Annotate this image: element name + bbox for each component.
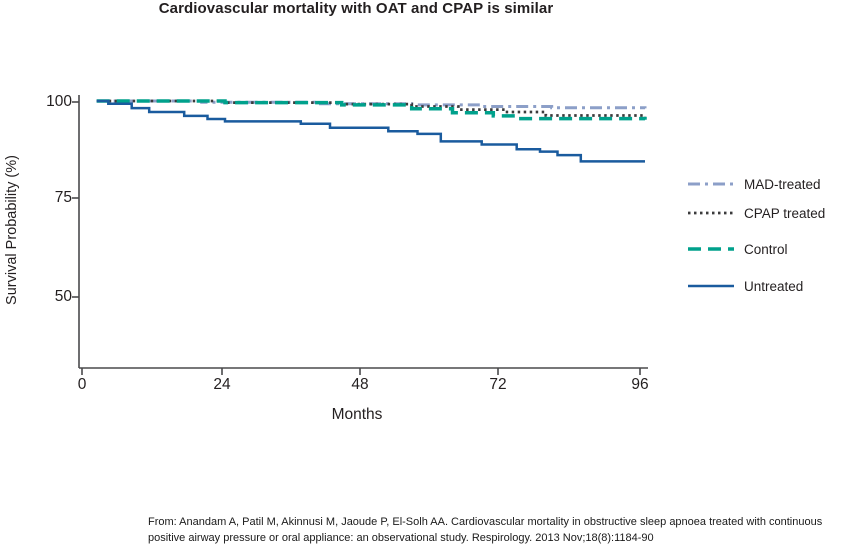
chart-title: Cardiovascular mortality with OAT and CP…	[158, 0, 554, 17]
legend-item-control: Control	[688, 239, 788, 259]
citation-line-2: positive airway pressure or oral applian…	[148, 532, 654, 544]
series-line-control	[96, 99, 647, 121]
y-axis-label: Survival Probability (%)	[4, 155, 20, 305]
series-line-untreated	[96, 99, 645, 163]
legend-label-mad-treated: MAD-treated	[744, 176, 821, 192]
legend-swatch-control-icon	[688, 247, 734, 251]
xtick-label-0: 0	[77, 376, 87, 393]
xtick-label-72: 72	[489, 376, 507, 393]
xtick-label-48: 48	[351, 376, 369, 393]
legend-item-untreated: Untreated	[688, 276, 803, 296]
citation-line-1: From: Anandam A, Patil M, Akinnusi M, Ja…	[148, 516, 823, 528]
citation: From: Anandam A, Patil M, Akinnusi M, Ja…	[148, 514, 868, 546]
legend-swatch-untreated-icon	[688, 284, 734, 288]
ytick-label-100: 100	[46, 93, 72, 110]
legend-item-mad-treated: MAD-treated	[688, 174, 821, 194]
legend-label-untreated: Untreated	[744, 278, 804, 294]
series-line-cpap-treated	[96, 99, 647, 118]
legend-swatch-cpap-treated-icon	[688, 211, 734, 215]
legend-swatch-mad-treated-icon	[688, 182, 734, 186]
legend-label-cpap-treated: CPAP treated	[744, 205, 826, 221]
axes	[72, 95, 648, 375]
ytick-label-50: 50	[54, 288, 72, 305]
x-axis-label: Months	[331, 406, 383, 423]
ytick-label-75: 75	[54, 189, 72, 206]
xtick-label-96: 96	[631, 376, 649, 393]
legend-item-cpap-treated: CPAP treated	[688, 203, 825, 223]
xtick-label-24: 24	[213, 376, 231, 393]
legend-label-control: Control	[744, 241, 788, 257]
series-lines	[96, 99, 647, 163]
